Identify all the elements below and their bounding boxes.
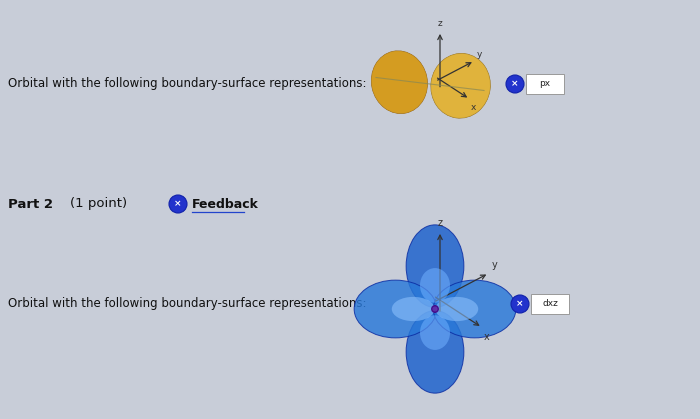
Text: Orbital with the following boundary-surface representations:: Orbital with the following boundary-surf…	[8, 78, 367, 91]
Circle shape	[169, 195, 187, 213]
Text: ×: ×	[174, 199, 182, 209]
Ellipse shape	[371, 51, 428, 114]
Text: ×: ×	[517, 300, 524, 308]
Text: y: y	[491, 261, 498, 270]
Ellipse shape	[433, 280, 516, 338]
Text: x: x	[470, 103, 476, 111]
Ellipse shape	[435, 297, 478, 321]
Text: Part 2: Part 2	[8, 197, 53, 210]
Ellipse shape	[430, 54, 491, 118]
Text: ×: ×	[511, 80, 519, 88]
Ellipse shape	[392, 297, 435, 321]
Ellipse shape	[354, 280, 437, 338]
Circle shape	[432, 306, 438, 312]
Circle shape	[506, 75, 524, 93]
Text: y: y	[477, 50, 482, 59]
Ellipse shape	[371, 51, 428, 114]
Text: Feedback: Feedback	[192, 197, 259, 210]
Ellipse shape	[406, 225, 464, 308]
Text: dxz: dxz	[542, 300, 558, 308]
Ellipse shape	[406, 310, 464, 393]
Ellipse shape	[420, 268, 450, 303]
FancyBboxPatch shape	[526, 74, 564, 94]
Ellipse shape	[430, 54, 491, 118]
Text: x: x	[484, 332, 489, 342]
Text: px: px	[540, 80, 551, 88]
Text: Orbital with the following boundary-surface representations:: Orbital with the following boundary-surf…	[8, 297, 367, 310]
Ellipse shape	[420, 315, 450, 350]
Text: z: z	[438, 218, 442, 228]
FancyBboxPatch shape	[531, 294, 569, 314]
Circle shape	[511, 295, 529, 313]
Text: (1 point): (1 point)	[70, 197, 127, 210]
Text: z: z	[438, 19, 442, 28]
